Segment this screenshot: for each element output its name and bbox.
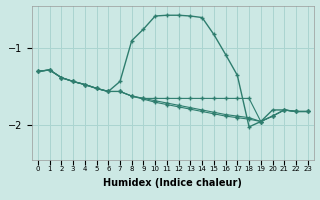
X-axis label: Humidex (Indice chaleur): Humidex (Indice chaleur): [103, 178, 242, 188]
